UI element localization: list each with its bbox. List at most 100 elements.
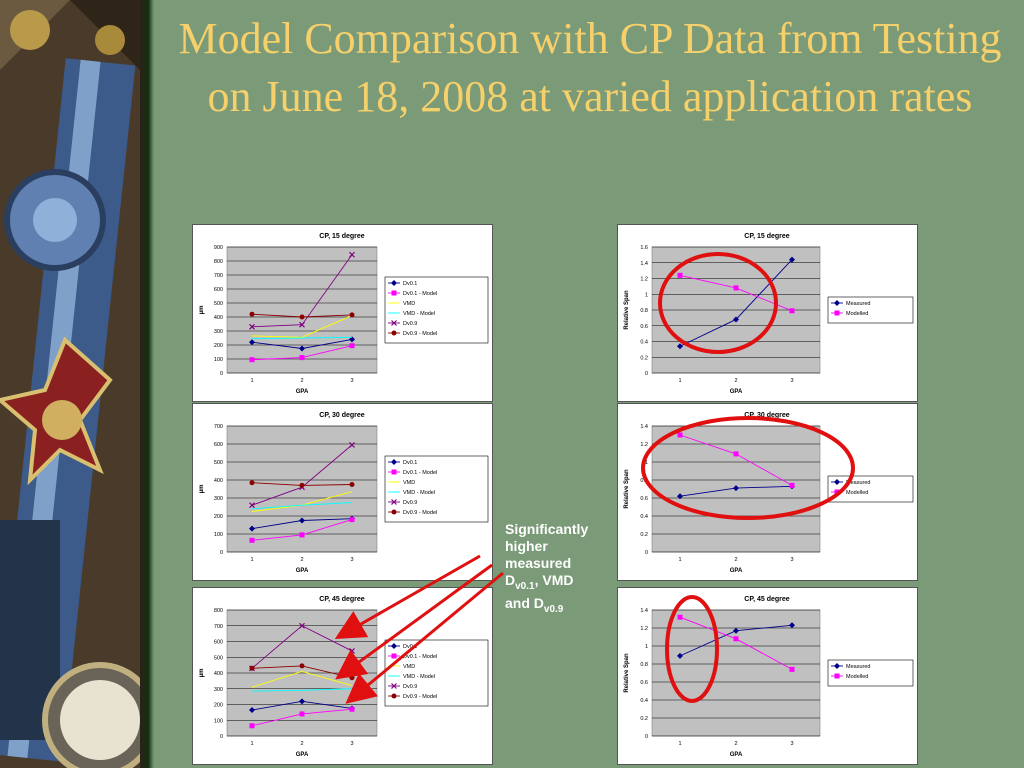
chart-cp-45-micron: CP, 45 degree 0 100 200 300 400 500 600 700 800 1 2… — [199, 596, 489, 758]
data-point — [299, 622, 305, 629]
y-axis-label: Relative Span — [624, 469, 630, 509]
chart-panel-30-span: CP, 30 degree 0 0.2 0.4 0.6 0.8 1 1.2 1.4 1 2 3 GPA R… — [617, 403, 918, 581]
data-point — [349, 706, 355, 712]
annotation-and-text: and D — [505, 594, 544, 611]
legend: Dv0.1 Dv0.1 - Model VMD VMD - Model Dv0.9 Dv0… — [384, 455, 489, 523]
y-tick-label: 600 — [214, 442, 223, 448]
annotation-d-letter: D — [505, 572, 516, 588]
y-tick-label: 0.2 — [640, 355, 648, 361]
legend-box — [827, 659, 914, 687]
y-tick-label: 1.4 — [640, 424, 648, 430]
data-point — [249, 357, 255, 363]
y-tick-label: 400 — [214, 671, 223, 677]
plot-area — [226, 425, 378, 553]
y-tick-label: 200 — [214, 343, 223, 349]
chart-panel-45-span: CP, 45 degree 0 0.2 0.4 0.6 0.8 1 1.2 1.4 1 2 3 GPA R… — [617, 587, 918, 765]
data-point — [299, 711, 305, 717]
data-point — [789, 666, 795, 672]
data-point — [249, 537, 255, 543]
y-tick-label: 0.4 — [640, 698, 648, 704]
legend: Measured Modelled — [827, 659, 914, 687]
legend-label: Measured — [846, 480, 870, 486]
legend-label: Modelled — [846, 311, 868, 317]
data-point — [249, 311, 255, 317]
y-tick-label: 1.2 — [640, 626, 648, 632]
x-tick-label: 3 — [790, 741, 793, 747]
data-point — [349, 312, 355, 318]
y-tick-label: 0 — [645, 550, 648, 556]
y-tick-label: 0.6 — [640, 324, 648, 330]
legend-item: VMD — [388, 301, 415, 307]
data-point — [299, 321, 305, 328]
legend-item: Dv0.9 - Model — [388, 509, 437, 516]
x-tick-label: 2 — [734, 378, 737, 384]
y-tick-label: 900 — [214, 245, 223, 251]
legend-label: Dv0.9 - Model — [403, 510, 437, 516]
data-point — [789, 256, 795, 263]
x-tick-label: 1 — [250, 378, 253, 384]
legend-item: VMD - Model — [388, 311, 435, 317]
annotation-line2: higher — [505, 538, 548, 554]
data-point — [733, 451, 739, 457]
data-point — [299, 698, 305, 705]
legend-marker — [391, 653, 397, 659]
data-point — [789, 622, 795, 629]
series-line — [251, 688, 353, 692]
chart-cp-15-micron: CP, 15 degree 0 100 200 300 400 500 600 700 800 90… — [199, 233, 489, 395]
y-tick-label: 1.4 — [640, 608, 648, 614]
data-point — [249, 339, 255, 346]
y-tick-label: 700 — [214, 273, 223, 279]
y-axis-label: Relative Span — [624, 290, 630, 330]
chart-title: CP, 15 degree — [744, 233, 790, 240]
series-vmd-model — [251, 688, 353, 692]
legend-item: Dv0.9 — [388, 499, 417, 506]
x-tick-label: 3 — [350, 741, 353, 747]
legend-label: VMD - Model — [403, 311, 435, 317]
y-tick-label: 500 — [214, 460, 223, 466]
chart-cp-30-span: CP, 30 degree 0 0.2 0.4 0.6 0.8 1 1.2 1.4 1 2 3 GPA R… — [624, 412, 914, 574]
y-tick-label: 0 — [220, 734, 223, 740]
data-point — [249, 707, 255, 714]
y-tick-label: 0 — [645, 371, 648, 377]
legend-item: Dv0.1 — [388, 280, 417, 287]
chart-title: CP, 30 degree — [319, 412, 365, 419]
annotation-d-sub1: v0.1 — [515, 580, 535, 592]
chart-cp-30-micron: CP, 30 degree 0 100 200 300 400 500 600 700 1 2 3 GP… — [199, 412, 489, 574]
x-tick-label: 1 — [250, 557, 253, 563]
legend-label: Dv0.9 — [403, 321, 417, 327]
chart-title: CP, 45 degree — [319, 596, 365, 603]
chart-title: CP, 30 degree — [744, 412, 790, 419]
y-tick-label: 1.2 — [640, 277, 648, 283]
legend-label: Dv0.1 - Model — [403, 291, 437, 297]
legend-item: Measured — [831, 663, 870, 670]
legend-item: Dv0.9 - Model — [388, 330, 437, 337]
data-point — [299, 355, 305, 361]
x-axis-label: GPA — [730, 568, 743, 574]
slide-title: Model Comparison with CP Data from Testi… — [178, 14, 1002, 121]
series-dv0-1-model — [249, 343, 355, 363]
data-point — [677, 272, 683, 278]
y-tick-label: 300 — [214, 687, 223, 693]
data-point — [789, 308, 795, 314]
data-point — [349, 336, 355, 343]
y-tick-label: 500 — [214, 301, 223, 307]
legend-item: Dv0.1 - Model — [388, 469, 437, 476]
data-point — [677, 614, 683, 620]
chart-panel-15-micron: CP, 15 degree 0 100 200 300 400 500 600 700 800 90… — [192, 224, 493, 402]
data-point — [299, 532, 305, 538]
chart-cp-45-span: CP, 45 degree 0 0.2 0.4 0.6 0.8 1 1.2 1.4 1 2 3 GPA R… — [624, 596, 914, 758]
y-tick-label: 200 — [214, 703, 223, 709]
legend-label: Dv0.9 — [403, 500, 417, 506]
data-point — [299, 314, 305, 320]
y-tick-label: 700 — [214, 624, 223, 630]
y-tick-label: 1.6 — [640, 245, 648, 251]
series-line — [251, 315, 353, 338]
y-tick-label: 200 — [214, 514, 223, 520]
y-tick-label: 100 — [214, 718, 223, 724]
legend-label: Dv0.1 — [403, 460, 417, 466]
y-tick-label: 100 — [214, 357, 223, 363]
y-tick-label: 1 — [645, 292, 648, 298]
legend-label: Dv0.9 — [403, 684, 417, 690]
legend-marker — [391, 280, 397, 286]
y-axis-label: µm — [199, 306, 205, 315]
